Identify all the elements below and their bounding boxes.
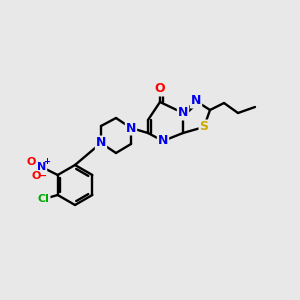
Text: +: + — [43, 158, 50, 166]
Text: O: O — [27, 157, 36, 167]
Text: N: N — [178, 106, 188, 119]
Text: O: O — [32, 171, 41, 181]
Text: N: N — [126, 122, 136, 134]
Text: N: N — [37, 162, 46, 172]
Text: N: N — [158, 134, 168, 148]
Text: N: N — [191, 94, 201, 107]
Text: Cl: Cl — [38, 194, 50, 204]
Text: S: S — [200, 121, 208, 134]
Text: O: O — [155, 82, 165, 95]
Text: −: − — [39, 171, 47, 181]
Text: N: N — [96, 136, 106, 149]
